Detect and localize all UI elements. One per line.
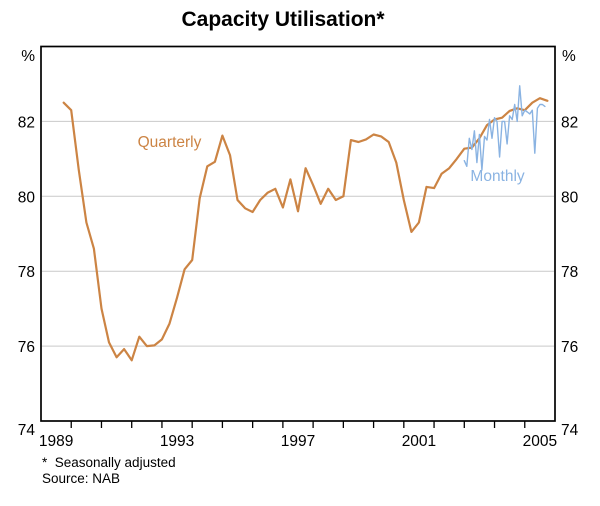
series-layer [62,85,549,362]
y-axis-label-right-82: 82 [561,114,578,131]
y-axis-label-left-82: 82 [18,114,35,131]
series-line-monthly [463,85,546,171]
y-axis-label-left-78: 78 [18,264,35,281]
y-axis-unit-left: % [21,48,35,65]
y-axis-label-right-78: 78 [561,264,578,281]
axis-frame-layer [40,45,556,428]
series-line-quarterly [62,97,549,362]
plot-frame [40,45,556,422]
axis-label-layer: 74 74 76 76 78 78 80 80 82 82 1989 1993 1997 2001 2005… [18,114,579,450]
x-axis-label-1989: 1989 [39,433,73,450]
chart-source: Source: NAB [42,471,121,486]
series-label-monthly: Monthly [470,168,525,185]
gridline-layer [42,120,554,347]
y-axis-label-left-74: 74 [18,422,36,439]
y-axis-label-right-80: 80 [561,189,579,206]
x-axis-label-2005: 2005 [523,433,557,450]
series-label-quarterly: Quarterly [138,134,202,151]
x-axis-label-1993: 1993 [160,433,194,450]
chart-footnote: * Seasonally adjusted [42,455,176,470]
x-axis-label-1997: 1997 [281,433,315,450]
y-axis-label-right-76: 76 [561,339,578,356]
y-axis-label-right-74: 74 [561,422,579,439]
y-axis-label-left-76: 76 [18,339,35,356]
y-axis-unit-right: % [562,48,576,65]
chart-title: Capacity Utilisation* [181,8,385,31]
x-axis-label-2001: 2001 [402,433,436,450]
y-axis-label-left-80: 80 [18,189,36,206]
